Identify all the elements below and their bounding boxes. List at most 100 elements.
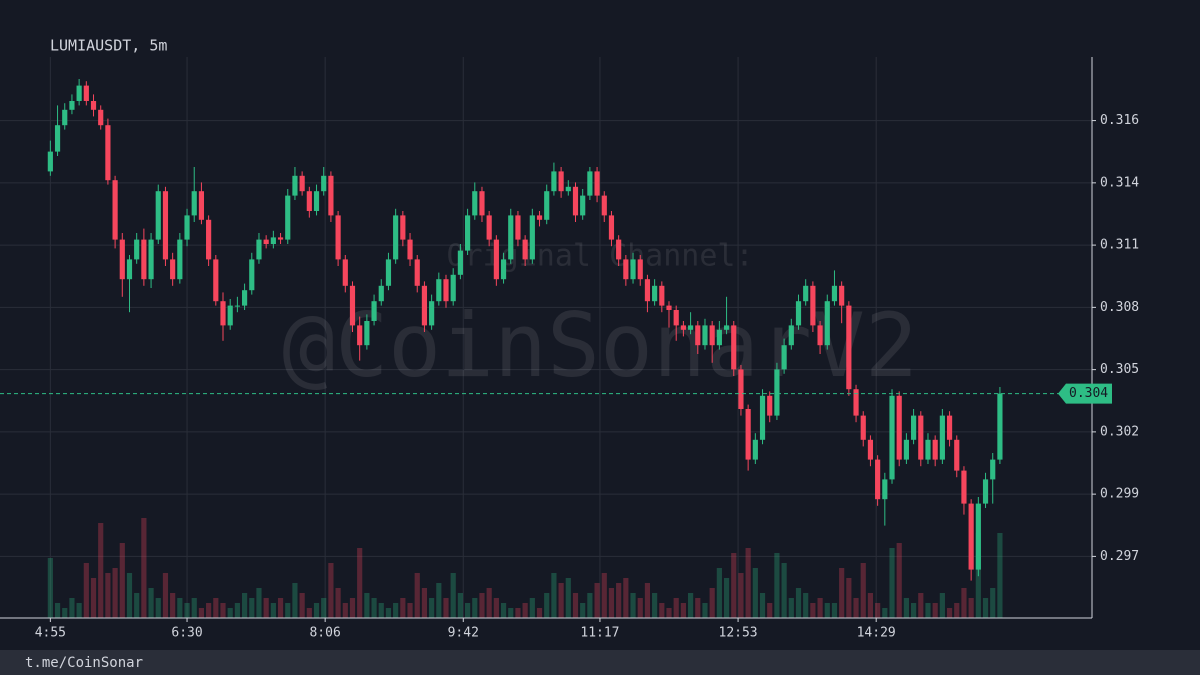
volume-bar <box>69 598 75 618</box>
candle-body <box>450 274 456 302</box>
x-tick-label: 9:42 <box>448 626 479 641</box>
volume-bar <box>206 603 212 618</box>
volume-bar <box>400 598 406 618</box>
volume-bar <box>234 603 240 618</box>
candle-body <box>601 195 607 216</box>
x-tick-label: 14:29 <box>857 626 896 641</box>
candle-body <box>709 325 715 346</box>
volume-bar <box>695 598 701 618</box>
candle-body <box>716 329 722 346</box>
volume-bar <box>709 588 715 618</box>
candle-body <box>572 186 579 216</box>
volume-bar <box>198 608 205 618</box>
volume-bar <box>810 603 816 618</box>
footer-bar <box>0 650 1200 675</box>
y-tick-label: 0.316 <box>1100 113 1139 128</box>
candle-body <box>781 345 787 370</box>
candle-body <box>990 459 996 480</box>
candle-body <box>486 215 492 240</box>
candle-body <box>177 239 183 280</box>
candle-body <box>321 175 327 192</box>
candle-body <box>134 239 140 260</box>
volume-bar <box>759 593 766 618</box>
volume-bar <box>745 548 751 618</box>
volume-bar <box>457 593 463 618</box>
candle-body <box>62 109 68 126</box>
candle-body <box>306 191 312 211</box>
candle-body <box>630 259 636 280</box>
volume-bar <box>479 593 485 618</box>
candle-body <box>594 171 600 196</box>
last-price-label: 0.304 <box>1069 386 1108 401</box>
volume-bar <box>982 598 989 618</box>
volume-bar <box>148 588 154 618</box>
candle-body <box>767 395 773 416</box>
candle-body <box>975 503 981 570</box>
volume-bar <box>134 593 140 618</box>
volume-bar <box>918 593 924 618</box>
candle-body <box>616 239 622 260</box>
volume-bar <box>702 603 708 618</box>
candle-body <box>544 191 550 220</box>
candle-body <box>500 259 507 280</box>
volume-bar <box>213 598 219 618</box>
candle-body <box>335 215 341 260</box>
candle-body <box>587 171 593 196</box>
volume-bar <box>831 603 838 618</box>
candle-body <box>270 237 276 244</box>
candle-body <box>652 285 658 302</box>
volume-bar <box>968 598 974 618</box>
candle-body <box>932 439 938 460</box>
candle-body <box>558 171 564 192</box>
volume-bar <box>263 598 269 618</box>
candle-body <box>227 305 233 326</box>
candle-body <box>702 325 708 346</box>
volume-bar <box>688 593 694 618</box>
volume-bar <box>285 603 291 618</box>
x-tick-label: 6:30 <box>171 626 202 641</box>
volume-bar <box>98 523 104 618</box>
candle-body <box>263 239 269 244</box>
volume-bar <box>249 598 255 618</box>
volume-bar <box>644 583 651 618</box>
volume-bar <box>184 603 190 618</box>
volume-bar <box>788 598 794 618</box>
candle-body <box>249 259 255 291</box>
candle-body <box>76 85 82 101</box>
candle-body <box>673 310 679 326</box>
candle-body <box>349 285 356 326</box>
candle-body <box>839 285 845 306</box>
candle-body <box>162 191 169 260</box>
candle-body <box>464 215 471 251</box>
chart-title: LUMIAUSDT, 5m <box>50 37 167 55</box>
volume-bar <box>738 573 744 618</box>
candle-body <box>285 195 291 240</box>
candle-body <box>875 459 881 500</box>
candle-body <box>479 191 485 216</box>
candle-body <box>954 439 960 471</box>
candle-body <box>277 237 284 240</box>
volume-bar <box>752 568 758 618</box>
candle-body <box>220 301 226 326</box>
candle-body <box>155 191 161 240</box>
candle-body <box>752 439 758 460</box>
candle-body <box>54 125 61 152</box>
volume-bar <box>162 573 169 618</box>
candle-body <box>623 259 629 280</box>
volume-bar <box>846 578 852 618</box>
candle-body <box>997 393 1003 460</box>
volume-bar <box>112 568 118 618</box>
volume-bar <box>220 603 226 618</box>
x-tick-label: 8:06 <box>309 626 340 641</box>
candle-body <box>234 305 240 307</box>
volume-bar <box>515 608 521 618</box>
volume-bar <box>306 608 312 618</box>
volume-bar <box>565 578 571 618</box>
volume-bar <box>817 598 823 618</box>
volume-bar <box>839 568 845 618</box>
candle-body <box>357 325 363 346</box>
candle-body <box>126 259 133 280</box>
volume-bar <box>731 553 737 618</box>
volume-bar <box>925 603 931 618</box>
y-tick-label: 0.297 <box>1100 549 1139 564</box>
